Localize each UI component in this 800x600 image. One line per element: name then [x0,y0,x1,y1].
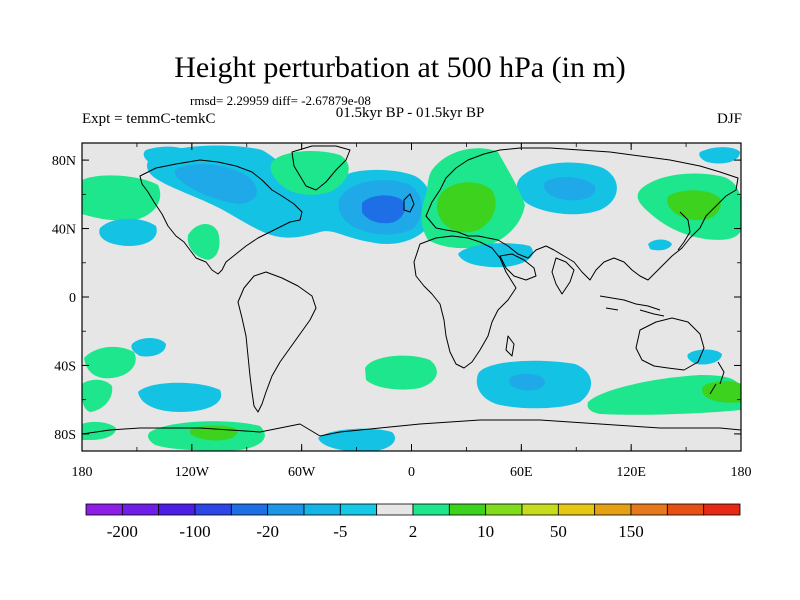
experiment-label: Expt = temmC-temkC [82,111,216,127]
y-axis-ticks: 80N 40N 0 40S 80S [52,154,741,443]
colorbar-label: -200 [107,522,138,541]
contour-pos-antarctic-left [82,421,116,440]
colorbar-swatch [85,503,123,516]
contour-neg-pacific-west [99,218,157,246]
coast-uk [403,193,415,213]
coast-eurasia [425,147,739,281]
colorbar-swatch [303,503,341,516]
coast-india [551,257,575,295]
colorbar-label: -5 [333,522,347,541]
contour-neg-australia-south [687,349,722,365]
x-tick-label: 60E [510,465,533,480]
contour-neg-indian-core [509,373,546,391]
contour-neg-atlantic-core [362,195,405,224]
colorbar-swatch [448,503,487,516]
colorbar-swatch [485,503,523,516]
plot-title: Height perturbation at 500 hPa (in m) [174,51,626,84]
coast-new-zealand [709,361,725,395]
colorbar-swatch [666,503,705,516]
y-tick-label: 40S [54,359,76,374]
colorbar-swatch [703,503,741,516]
colorbar-label: 50 [550,522,567,541]
coast-greenland [291,145,351,191]
x-tick-label: 120E [616,465,646,480]
contour-pos-greenland [270,150,349,195]
contour-pos-south-pacific [84,346,136,379]
y-tick-label: 40N [52,223,76,238]
y-tick-label: 0 [69,291,76,306]
contour-neg-china [648,239,672,251]
coast-madagascar [505,335,515,357]
contour-pos-sw-pacific [82,379,113,412]
rmsd-stats: rmsd= 2.29959 diff= -2.67879e-08 [190,93,371,108]
contour-neg-canada-mid [174,164,257,204]
contour-pos-gulf [187,224,220,260]
colorbar-label: 2 [409,522,418,541]
coast-south-america [237,271,317,413]
y-tick-label: 80N [52,154,76,169]
contour-neg-south-pacific-small [131,338,166,357]
coast-antarctica [82,419,741,437]
colorbar-swatch [412,503,450,516]
x-tick-label: 120W [175,465,210,480]
y-tick-label: 80S [54,428,76,443]
contour-fields [82,145,741,451]
season-label: DJF [716,111,742,127]
coastlines [82,145,741,437]
coast-australia [635,317,705,371]
colorbar-swatch [376,503,414,516]
coast-africa [413,235,517,369]
colorbar-swatch [267,503,305,516]
contour-neg-arctic-east [699,147,740,164]
coast-north-america [139,159,303,275]
coast-arabia [499,253,537,281]
colorbar-swatch [557,503,596,516]
colorbar-swatch [121,503,160,516]
x-tick-label: 180 [72,465,93,480]
contour-pos-south-pacific-east-core [702,381,741,403]
colorbar-label: 150 [618,522,644,541]
colorbar-swatch [194,503,232,516]
x-tick-label: 0 [408,465,415,480]
colorbar-swatch [158,503,196,516]
colorbar-label: 10 [477,522,494,541]
x-axis-ticks: 180 120W 60W 0 60E 120E 180 [72,143,752,480]
colorbar-swatch [630,503,668,516]
contour-pos-europe-core [437,182,496,233]
contour-pos-alaska [82,175,161,221]
contour-neg-antarctic-atlantic [318,428,395,451]
period-label: 01.5kyr BP - 01.5kyr BP [335,105,485,121]
colorbar-swatch [594,503,632,516]
contour-pos-south-pacific-east [587,375,741,415]
contour-neg-middle-east [458,243,533,268]
coast-japan [677,211,691,251]
colorbar-swatch [339,503,378,516]
contour-neg-northwest [143,146,198,166]
x-tick-label: 60W [288,465,316,480]
contour-pos-south-atlantic [365,355,437,390]
x-tick-label: 180 [731,465,752,480]
colorbar-swatch [230,503,269,516]
contour-neg-siberia-core [544,177,596,201]
coast-indonesia [599,295,665,317]
colorbar-label: -100 [179,522,210,541]
colorbar-label: -20 [256,522,279,541]
contour-neg-south-pacific-mid [138,382,222,412]
colorbar-swatch [521,503,559,516]
colorbar: -200 -100 -20 -5 2 10 50 150 [85,503,741,541]
